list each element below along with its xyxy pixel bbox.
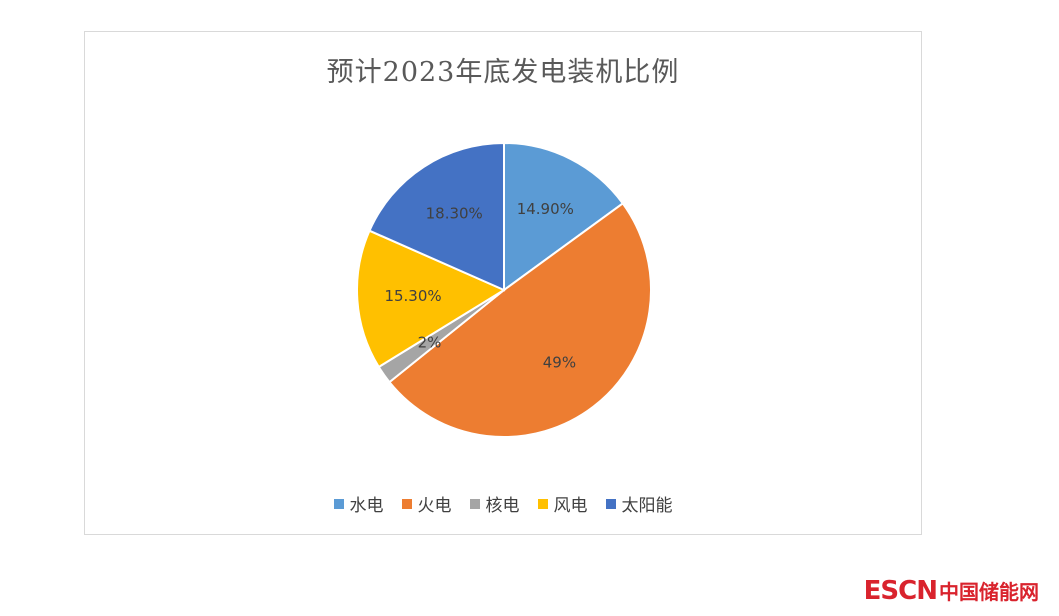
data-label-1: 14.90% — [517, 200, 574, 218]
legend-item-4: 风电 — [537, 491, 588, 516]
legend-swatch — [401, 498, 412, 509]
brand-logo-en: ESCN — [863, 576, 938, 606]
legend-label: 火电 — [417, 496, 452, 516]
pie-slice-4 — [356, 229, 507, 369]
legend-item-3: 核电 — [469, 491, 520, 516]
chart-title: 预计2023年底发电装机比例 — [326, 57, 680, 88]
legend-swatch — [537, 498, 548, 509]
brand-logo: ESCN 中国储能网 — [864, 576, 1039, 606]
chart-legend: 水电 火电 核电 风电 太阳能 — [85, 491, 921, 516]
brand-logo-cn: 中国储能网 — [939, 580, 1039, 604]
chart-frame: 预计2023年底发电装机比例 14.90% 49% 2% 15.30% 18.30% 水… — [84, 31, 922, 535]
pie-chart: 14.90% 49% 2% 15.30% 18.30% — [356, 141, 652, 438]
data-label-5: 18.30% — [426, 205, 483, 223]
pie-slice-2 — [388, 202, 652, 438]
data-label-3: 2% — [418, 334, 442, 352]
legend-swatch — [605, 498, 616, 509]
legend-label: 太阳能 — [621, 496, 673, 516]
data-label-2: 49% — [543, 353, 576, 371]
legend-label: 核电 — [485, 496, 520, 516]
legend-item-1: 水电 — [333, 491, 384, 516]
legend-swatch — [469, 498, 480, 509]
legend-label: 风电 — [553, 496, 588, 516]
pie-slice-5 — [368, 141, 505, 292]
legend-swatch — [333, 498, 344, 509]
data-label-4: 15.30% — [384, 287, 441, 305]
legend-label: 水电 — [349, 496, 384, 516]
pie-slice-1 — [503, 141, 625, 292]
legend-item-2: 火电 — [401, 491, 452, 516]
legend-item-5: 太阳能 — [605, 491, 673, 516]
